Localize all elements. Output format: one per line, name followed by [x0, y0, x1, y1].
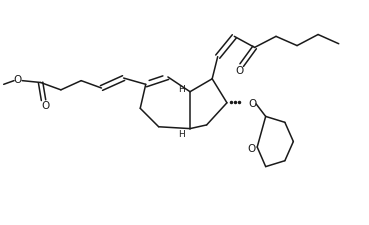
Text: H: H [179, 84, 185, 93]
Text: O: O [41, 100, 49, 110]
Text: O: O [235, 65, 244, 75]
Text: O: O [14, 75, 22, 85]
Text: O: O [248, 99, 256, 109]
Text: O: O [247, 143, 255, 153]
Text: H: H [179, 129, 185, 138]
